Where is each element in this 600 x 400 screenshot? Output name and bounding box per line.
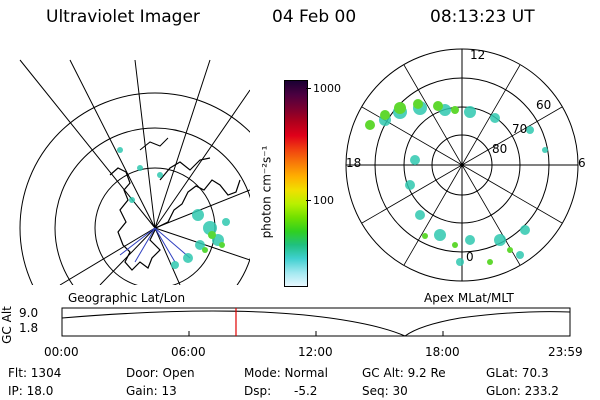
lat-label-60: 60 [536, 98, 552, 112]
time-label: 08:13:23 UT [430, 7, 535, 27]
info-dsp-value: -5.2 [294, 384, 318, 398]
info-flt: Flt: 1304 [8, 366, 62, 380]
mlt-label-12: 12 [470, 48, 486, 62]
timeline-ytick-1.8: 1.8 [19, 321, 39, 335]
info-ip: IP: 18.0 [8, 384, 54, 398]
mlt-label-0: 0 [466, 250, 474, 264]
info-gain: Gain: 13 [126, 384, 177, 398]
info-door: Door: Open [126, 366, 195, 380]
colorbar [284, 80, 308, 287]
xtick-0000: 00:00 [44, 345, 79, 359]
lat-label-70: 70 [512, 122, 528, 136]
info-dsp: Dsp: [244, 384, 272, 398]
info-seq: Seq: 30 [362, 384, 408, 398]
apex-caption: Apex MLat/MLT [424, 291, 514, 305]
lat-label-80: 80 [492, 142, 508, 156]
xtick-0600: 06:00 [171, 345, 206, 359]
mlt-label-6: 6 [578, 156, 586, 170]
info-gcalt: GC Alt: 9.2 Re [362, 366, 446, 380]
xtick-2359: 23:59 [548, 345, 583, 359]
info-glat: GLat: 70.3 [486, 366, 549, 380]
mlt-label-18: 18 [346, 156, 362, 170]
date-label: 04 Feb 00 [272, 7, 357, 27]
geographic-caption: Geographic Lat/Lon [68, 291, 186, 305]
info-glon: GLon: 233.2 [486, 384, 559, 398]
colorbar-tick-100: 100 [313, 194, 334, 207]
xtick-1800: 18:00 [425, 345, 460, 359]
xtick-1200: 12:00 [298, 345, 333, 359]
info-mode: Mode: Normal [244, 366, 328, 380]
timeline-ytick-9: 9.0 [19, 306, 39, 320]
instrument-title: Ultraviolet Imager [46, 7, 200, 27]
colorbar-tick-1000: 1000 [313, 82, 341, 95]
